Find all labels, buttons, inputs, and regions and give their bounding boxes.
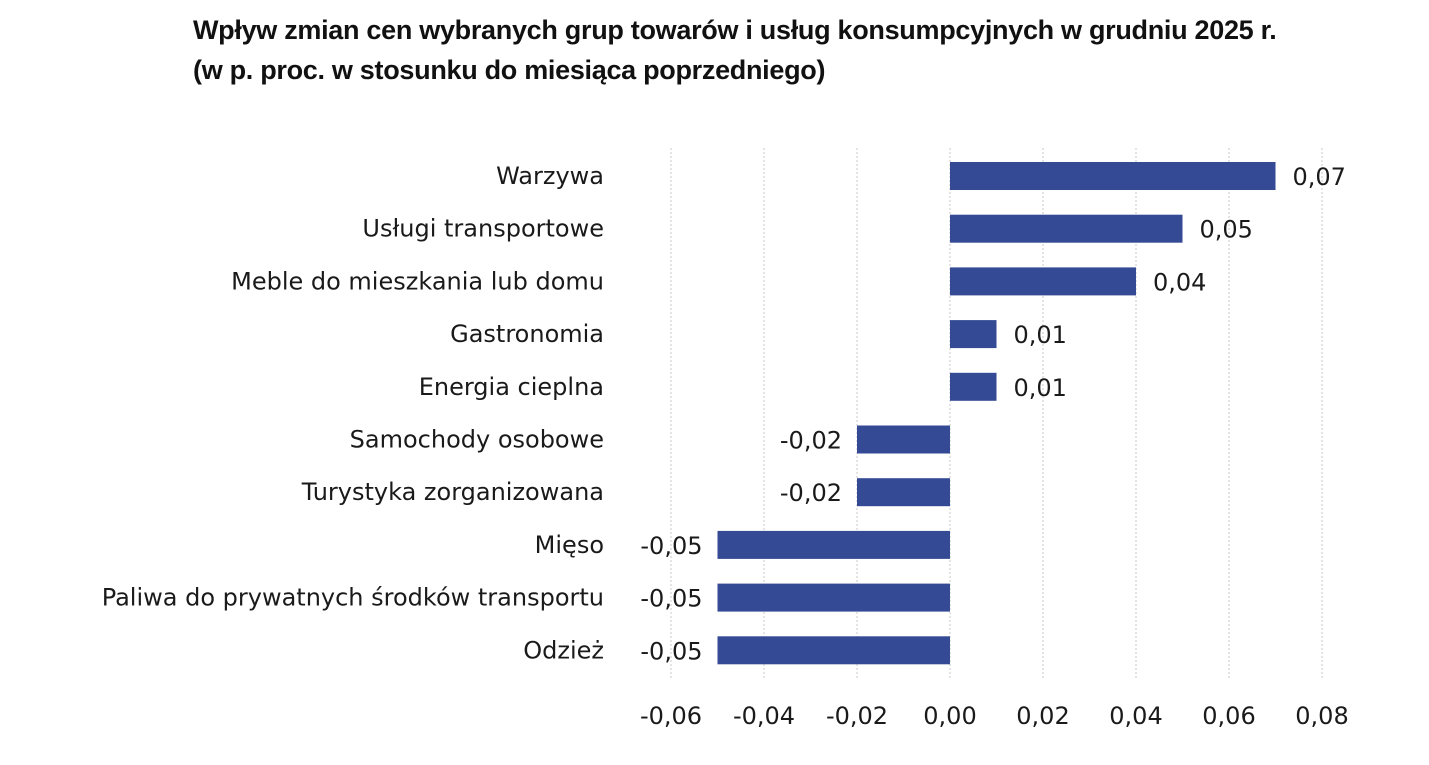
value-label: -0,05 <box>640 532 702 560</box>
bar <box>950 267 1136 296</box>
bar <box>950 214 1183 243</box>
bar <box>950 372 997 401</box>
x-tick-label: -0,02 <box>826 702 888 730</box>
category-label: Odzież <box>523 636 604 664</box>
value-label: 0,01 <box>1014 374 1067 402</box>
x-tick-label: -0,04 <box>733 702 795 730</box>
bars <box>717 162 1276 665</box>
bar <box>717 636 950 665</box>
x-tick-label: 0,02 <box>1016 702 1069 730</box>
chart-title-block: Wpływ zmian cen wybranych grup towarów i… <box>193 10 1413 90</box>
x-tick-label: -0,06 <box>640 702 702 730</box>
category-label: Gastronomia <box>450 320 604 348</box>
chart-title: Wpływ zmian cen wybranych grup towarów i… <box>193 15 1277 45</box>
x-tick-label: 0,08 <box>1295 702 1348 730</box>
value-label: 0,01 <box>1014 321 1067 349</box>
category-label: Usługi transportowe <box>362 215 604 243</box>
value-label: 0,05 <box>1200 216 1253 244</box>
bar <box>857 425 950 454</box>
chart-subtitle: (w p. proc. w stosunku do miesiąca poprz… <box>193 55 826 85</box>
category-label: Turystyka zorganizowana <box>301 478 604 506</box>
category-label: Meble do mieszkania lub domu <box>231 267 604 295</box>
category-label: Warzywa <box>496 162 604 190</box>
category-label: Samochody osobowe <box>350 426 604 454</box>
bar <box>950 162 1276 190</box>
value-labels: 0,07 0,05 0,04 0,01 0,01 -0,02 -0,02 -0,05 -0,05… <box>640 163 1346 665</box>
value-label: 0,07 <box>1293 163 1346 191</box>
value-label: -0,02 <box>780 427 842 455</box>
bar <box>950 320 997 349</box>
category-label: Mięso <box>535 531 604 559</box>
x-tick-label: 0,04 <box>1109 702 1162 730</box>
x-tick-label: 0,06 <box>1202 702 1255 730</box>
category-labels: Warzywa Usługi transportowe Meble do miesz… <box>102 162 604 664</box>
category-label: Paliwa do prywatnych środków transportu <box>102 584 604 612</box>
bar <box>717 583 950 612</box>
x-tick-label: 0,00 <box>923 702 976 730</box>
bar <box>717 530 950 559</box>
x-axis-ticks: -0,06 -0,04 -0,02 0,00 0,02 0,04 0,06 0,08 <box>640 702 1349 730</box>
value-label: -0,05 <box>640 585 702 613</box>
value-label: -0,02 <box>780 479 842 507</box>
bar <box>857 478 950 507</box>
value-label: -0,05 <box>640 637 702 665</box>
category-label: Energia cieplna <box>419 373 604 401</box>
value-label: 0,04 <box>1153 268 1206 296</box>
